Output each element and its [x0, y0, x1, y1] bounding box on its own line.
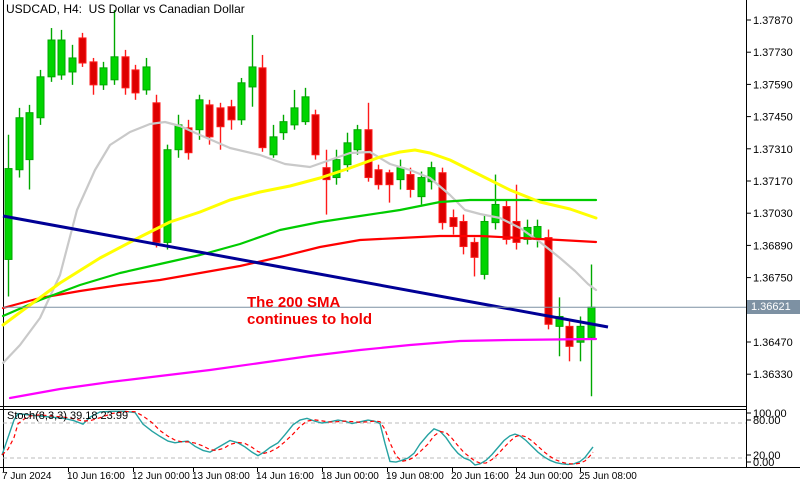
candle-body: [449, 217, 458, 228]
time-tick-label: 12 Jun 00:00: [132, 471, 190, 482]
time-tick-label: 7 Jun 2024: [2, 471, 52, 482]
price-tick-label: 1.36330: [753, 369, 793, 381]
ma-magenta-200: [8, 337, 598, 400]
ma-gray: [1, 120, 598, 365]
candle-body: [142, 66, 151, 91]
candle-body: [417, 177, 426, 198]
candle-body: [269, 136, 278, 156]
candle-body: [301, 96, 310, 123]
candle-body: [385, 172, 394, 186]
candle-body: [89, 61, 98, 86]
candle-body: [99, 67, 108, 86]
time-tick-label: 20 Jun 16:00: [451, 471, 509, 482]
candle-body: [512, 220, 521, 243]
candle-body: [237, 82, 246, 121]
candle-body: [110, 56, 119, 81]
candle-body: [36, 76, 45, 119]
candle-body: [555, 315, 564, 327]
candle-body: [248, 66, 257, 88]
stoch-tick-label: 100.00: [753, 408, 787, 420]
candle-body: [78, 37, 87, 64]
ma-yellow-50: [1, 148, 598, 327]
candle-body: [227, 106, 236, 121]
price-tick-label: 1.37310: [753, 144, 793, 156]
chart-annotation: The 200 SMA continues to hold: [247, 294, 372, 328]
price-tick-label: 1.37030: [753, 208, 793, 220]
candle-body: [406, 174, 415, 191]
candle-body: [131, 69, 140, 94]
time-tick-label: 25 Jun 08:00: [579, 471, 637, 482]
candle-body: [216, 107, 225, 128]
candle-body: [4, 168, 13, 260]
candle-body: [438, 172, 447, 224]
ma-green-100: [1, 198, 598, 318]
price-tick-label: 1.36890: [753, 240, 793, 252]
price-tick-label: 1.37730: [753, 47, 793, 59]
candle-body: [163, 149, 172, 243]
trendline[interactable]: [2, 214, 609, 329]
candle-body: [174, 124, 183, 151]
candle-body: [576, 325, 585, 343]
candle-body: [396, 167, 405, 181]
chart-title: USDCAD, H4: US Dollar vs Canadian Dollar: [6, 2, 245, 16]
price-tick-label: 1.37870: [753, 15, 793, 27]
price-tick-label: 1.37590: [753, 79, 793, 91]
stoch-k-line: [1, 410, 594, 466]
candle-body: [25, 112, 34, 161]
stoch-tick-label: 0.00: [753, 457, 774, 469]
time-tick-label: 24 Jun 00:00: [515, 471, 573, 482]
time-tick-label: 18 Jun 00:00: [321, 471, 379, 482]
time-tick-label: 19 Jun 08:00: [386, 471, 444, 482]
candles: [4, 10, 596, 397]
price-tick-label: 1.36470: [753, 337, 793, 349]
annotation-line-2: continues to hold: [247, 311, 372, 328]
stoch-tick-label: 80.00: [753, 415, 781, 427]
ma-red: [1, 234, 598, 310]
candle-body: [459, 220, 468, 248]
candle-body: [544, 237, 553, 325]
candle-body: [195, 99, 204, 131]
candle-body: [258, 67, 267, 149]
current-price-tag: 1.36621: [747, 300, 800, 314]
candle-body: [121, 56, 130, 89]
candle-body: [353, 129, 362, 151]
candle-body: [480, 220, 489, 275]
candle-body: [290, 107, 299, 126]
candle-body: [15, 117, 24, 171]
candle-body: [332, 159, 341, 179]
candle-body: [184, 127, 193, 154]
price-tick-label: 1.36750: [753, 273, 793, 285]
time-tick-label: 13 Jun 08:00: [192, 471, 250, 482]
time-tick-label: 14 Jun 16:00: [256, 471, 314, 482]
candle-body: [152, 102, 161, 243]
stochastic-indicator-label: Stoch(8,3,3) 39.18 23.99: [7, 410, 129, 422]
candle-body: [311, 114, 320, 156]
price-axis: 1.37870 1.37730 1.37590 1.37450 1.37310 1.371…: [746, 15, 793, 381]
candle-body: [470, 241, 479, 258]
candle-body: [57, 39, 66, 76]
price-tick-label: 1.37450: [753, 112, 793, 124]
candle-body: [491, 203, 500, 224]
time-tick-label: 10 Jun 16:00: [67, 471, 125, 482]
stoch-tick-label: 20.00: [753, 450, 781, 462]
annotation-line-1: The 200 SMA: [247, 294, 341, 311]
candle-body: [427, 167, 436, 183]
price-tick-label: 1.37170: [753, 176, 793, 188]
time-axis: 7 Jun 2024 10 Jun 16:00 12 Jun 00:00 13 Jun…: [2, 468, 637, 482]
candle-body: [374, 169, 383, 186]
candle-body: [565, 325, 574, 347]
candle-body: [205, 104, 214, 138]
candle-body: [279, 121, 288, 134]
candle-body: [47, 39, 56, 78]
candle-body: [68, 57, 77, 73]
